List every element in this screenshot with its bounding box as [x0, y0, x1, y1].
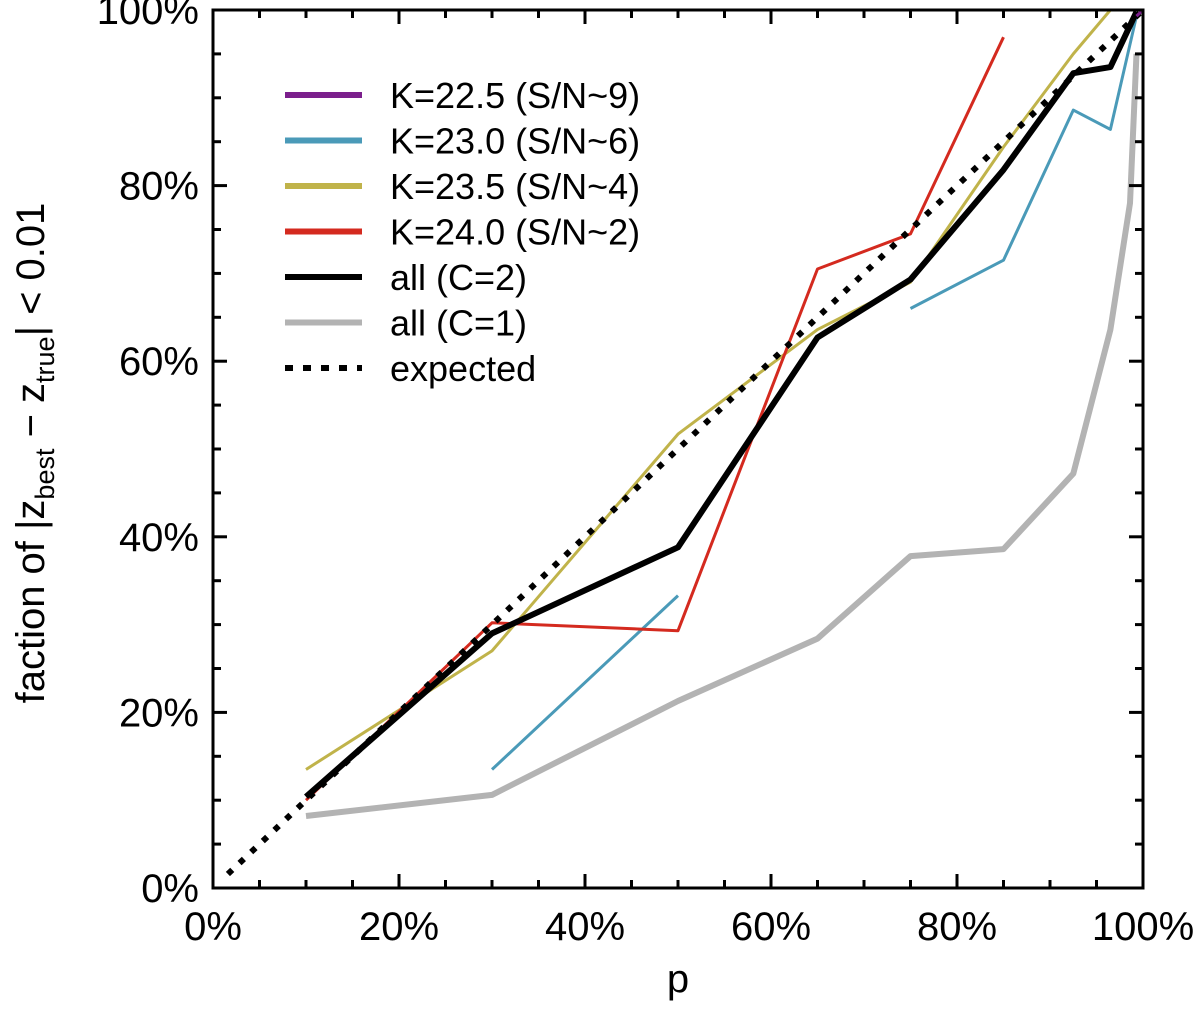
legend-label-k-24-0-s-n-2: K=24.0 (S/N~2): [390, 212, 640, 253]
x-axis-label: p: [667, 957, 689, 1001]
y-axis-label-sub-best: best: [30, 448, 60, 500]
series-all-c-2: [304, 10, 1140, 799]
x-tick-label: 40%: [545, 905, 625, 949]
legend-label-k-23-5-s-n-4: K=23.5 (S/N~4): [390, 166, 640, 207]
series-k-23-0-s-n-6: [490, 15, 1138, 771]
y-tick-label: 40%: [119, 516, 199, 560]
x-tick-label: 0%: [184, 905, 242, 949]
legend-label-all-c-2: all (C=2): [390, 257, 527, 298]
legend: K=22.5 (S/N~9) K=23.0 (S/N~6)K=23.5 (S/N~…: [285, 75, 640, 389]
y-axis-label-sub-true: true: [30, 336, 60, 383]
series-expected: [225, 7, 1146, 877]
x-tick-label: 20%: [359, 905, 439, 949]
series-all-c-1: [305, 53, 1140, 819]
legend-label-expected: expected: [390, 348, 536, 389]
series-line-all-c-1: [305, 53, 1140, 819]
y-axis-label-suffix: | < 0.01: [9, 203, 53, 337]
x-tick-label: 100%: [1092, 905, 1194, 949]
y-axis-label-prefix: faction of |z: [9, 500, 53, 704]
x-tick-label: 60%: [731, 905, 811, 949]
axis-tick-labels: 0% 20% 40% 60% 80% 100% 0% 20% 40% 60% 80% 100%: [97, 0, 1194, 949]
y-axis-label-middle: − z: [9, 383, 53, 449]
y-tick-label: 60%: [119, 340, 199, 384]
y-tick-label: 0%: [141, 867, 199, 911]
y-tick-label: 20%: [119, 691, 199, 735]
legend-label-k-22-5-s-n-9: K=22.5 (S/N~9): [390, 75, 640, 116]
y-axis-label: faction of |zbest − ztrue| < 0.01: [9, 203, 60, 704]
legend-label-all-c-1: all (C=1): [390, 303, 527, 344]
y-tick-label: 100%: [97, 0, 199, 33]
x-tick-label: 80%: [917, 905, 997, 949]
axis-ticks: [211, 8, 1145, 890]
series-line-expected: [225, 7, 1146, 877]
series-line-all-c-2: [304, 10, 1140, 799]
y-tick-label: 80%: [119, 165, 199, 209]
legend-label-k-23-0-s-n-6: K=23.0 (S/N~6): [390, 121, 640, 162]
series-layer: [225, 7, 1146, 877]
series-line-k-23-0-s-n-6-2: [909, 15, 1138, 310]
series-line-k-23-0-s-n-6-1: [490, 594, 680, 771]
